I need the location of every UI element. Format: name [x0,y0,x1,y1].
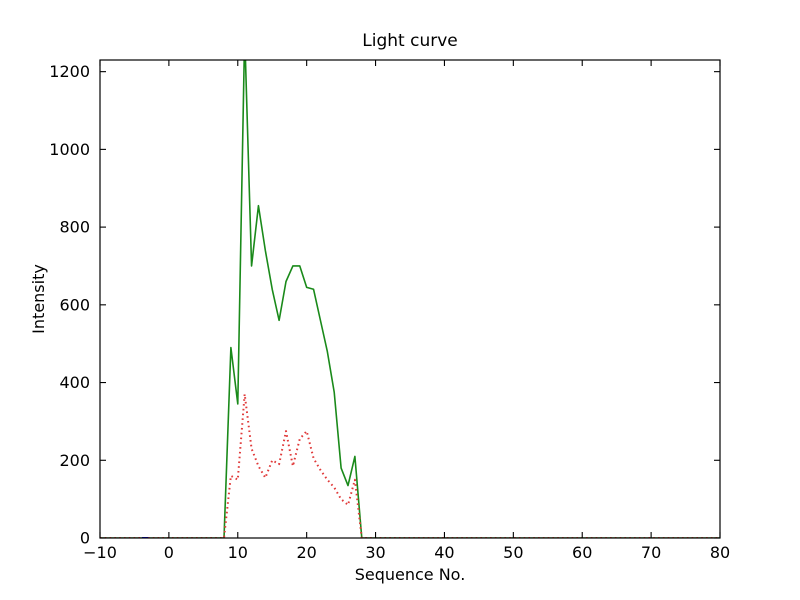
x-tick-label: −10 [83,543,117,562]
y-tick-label: 1200 [49,62,90,81]
series-green-curve [100,60,720,538]
x-tick-label: 20 [296,543,316,562]
y-tick-label: 400 [59,373,90,392]
y-tick-label: 800 [59,218,90,237]
x-tick-label: 60 [572,543,592,562]
x-tick-label: 40 [434,543,454,562]
x-tick-label: 50 [503,543,523,562]
x-tick-label: 10 [228,543,248,562]
y-axis-label: Intensity [29,264,48,334]
y-tick-label: 0 [80,529,90,548]
plot-background [100,60,720,538]
x-axis-label: Sequence No. [355,565,466,584]
series-group [100,60,720,538]
axes-frame [99,59,721,539]
x-tick-label: 70 [641,543,661,562]
x-tick-label: 80 [710,543,730,562]
chart-title: Light curve [362,31,457,51]
y-tick-label: 1000 [49,140,90,159]
y-tick-label: 600 [59,295,90,314]
y-tick-label: 200 [59,451,90,470]
x-tick-label: 30 [365,543,385,562]
x-tick-label: 0 [164,543,174,562]
